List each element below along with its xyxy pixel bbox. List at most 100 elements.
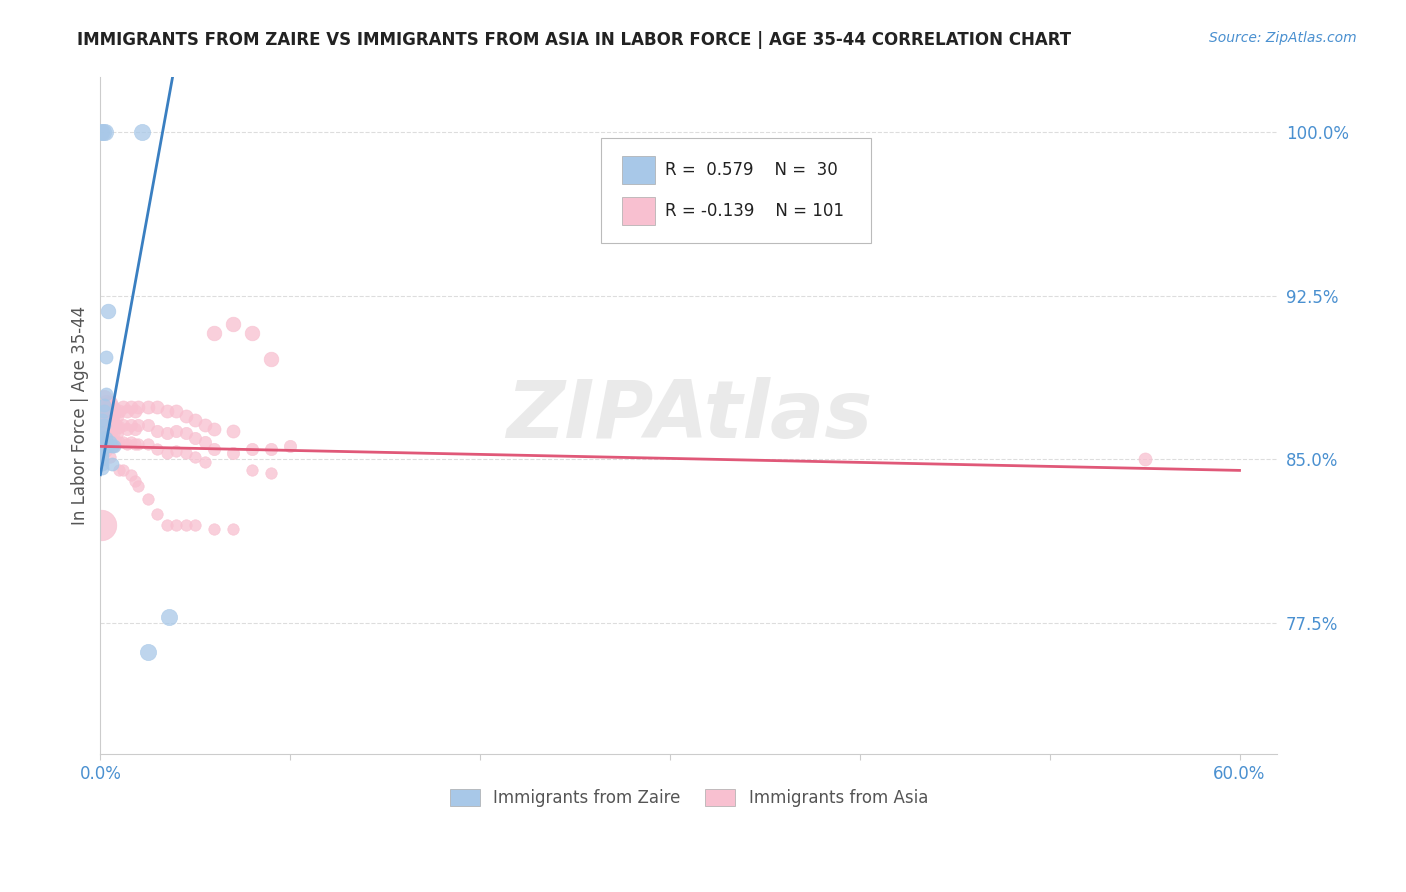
Point (184, 413, 207, 427)
Point (100, 411, 122, 425)
Point (174, 518, 197, 533)
Point (136, 400, 159, 414)
Point (124, 437, 146, 451)
Point (93, 398, 115, 412)
Point (93, 435, 115, 450)
Point (194, 455, 217, 469)
Bar (621, 196, 655, 225)
Point (127, 400, 149, 414)
Point (202, 422, 225, 436)
Point (100, 439, 122, 453)
Point (98, 409, 121, 423)
Point (194, 435, 217, 450)
Point (194, 417, 217, 432)
Point (97, 437, 120, 451)
Point (94, 439, 117, 453)
Point (115, 422, 138, 436)
Text: ZIPAtlas: ZIPAtlas (506, 376, 872, 455)
Point (97, 426, 120, 441)
Point (91, 448, 114, 462)
Point (174, 446, 197, 460)
Point (97, 400, 120, 414)
Point (174, 409, 197, 423)
Point (91, 409, 114, 423)
Legend: Immigrants from Zaire, Immigrants from Asia: Immigrants from Zaire, Immigrants from A… (443, 782, 935, 814)
Point (97, 413, 120, 427)
Y-axis label: In Labor Force | Age 35-44: In Labor Force | Age 35-44 (72, 306, 89, 525)
Point (112, 400, 135, 414)
Point (91, 443, 114, 458)
Point (165, 404, 187, 418)
Point (156, 404, 179, 418)
Point (94, 443, 117, 458)
Point (260, 442, 283, 456)
Point (202, 442, 225, 456)
Point (136, 417, 159, 432)
Point (115, 437, 138, 451)
Point (100, 437, 122, 451)
Point (184, 518, 207, 533)
Point (91, 431, 114, 445)
Point (240, 442, 263, 456)
Point (94, 395, 117, 409)
Point (120, 417, 142, 432)
Point (94, 125, 117, 139)
Text: IMMIGRANTS FROM ZAIRE VS IMMIGRANTS FROM ASIA IN LABOR FORCE | AGE 35-44 CORRELA: IMMIGRANTS FROM ZAIRE VS IMMIGRANTS FROM… (77, 31, 1071, 49)
Point (91, 426, 114, 441)
Point (146, 442, 169, 456)
Point (240, 326, 263, 340)
Point (91, 439, 114, 453)
Point (90, 125, 112, 139)
Point (131, 125, 153, 139)
Point (222, 522, 245, 536)
Point (136, 644, 159, 658)
Point (94, 409, 117, 423)
Point (165, 443, 187, 458)
Point (104, 417, 127, 432)
Point (127, 417, 149, 432)
Point (93, 439, 115, 453)
Point (146, 424, 169, 438)
Point (260, 466, 283, 480)
Point (184, 450, 207, 465)
Point (127, 437, 149, 451)
Point (98, 419, 121, 434)
Point (91, 125, 114, 139)
Point (107, 426, 129, 441)
Point (222, 317, 245, 331)
Text: R = -0.139    N = 101: R = -0.139 N = 101 (665, 202, 845, 219)
Point (91, 461, 114, 475)
Point (108, 463, 131, 477)
Point (120, 467, 142, 482)
Point (104, 404, 127, 418)
Point (157, 609, 180, 624)
Point (93, 404, 115, 418)
Point (93, 417, 115, 432)
Point (115, 404, 138, 418)
Point (91, 452, 114, 467)
Point (112, 435, 135, 450)
Point (104, 435, 127, 450)
Point (1133, 452, 1156, 467)
Point (222, 446, 245, 460)
Point (156, 446, 179, 460)
Point (94, 350, 117, 364)
Point (103, 416, 125, 430)
Point (94, 435, 117, 450)
Point (100, 400, 122, 414)
Point (156, 518, 179, 533)
Text: R =  0.579    N =  30: R = 0.579 N = 30 (665, 161, 838, 179)
Point (90, 518, 112, 533)
Bar (621, 156, 655, 185)
Point (260, 352, 283, 367)
Point (146, 507, 169, 521)
Point (108, 419, 131, 434)
Point (165, 518, 187, 533)
Point (97, 304, 120, 318)
Point (93, 392, 115, 406)
Point (184, 431, 207, 445)
Point (112, 417, 135, 432)
Point (202, 522, 225, 536)
Text: Source: ZipAtlas.com: Source: ZipAtlas.com (1209, 31, 1357, 45)
Point (103, 439, 125, 453)
